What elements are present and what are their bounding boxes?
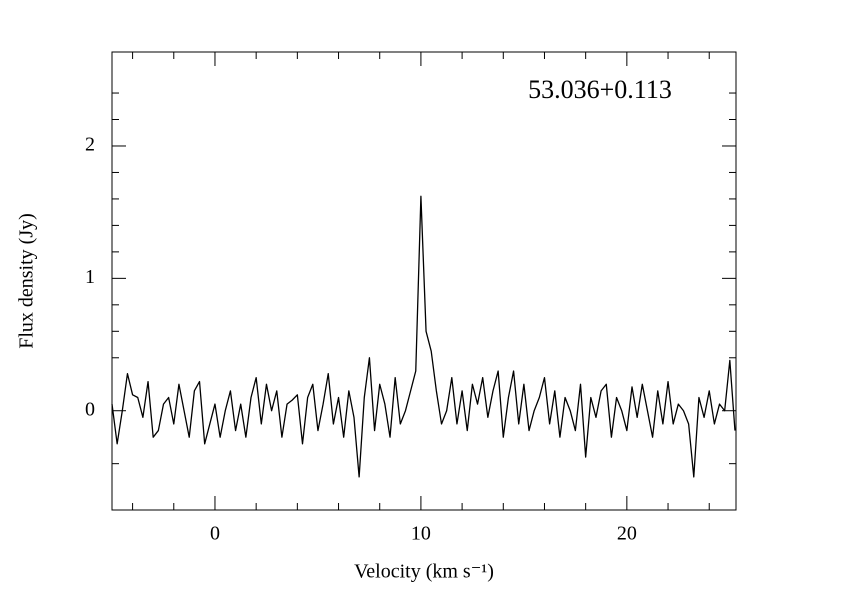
chart-title: 53.036+0.113 <box>528 75 672 104</box>
spectrum-line <box>111 195 736 478</box>
y-tick-label: 1 <box>85 266 95 288</box>
x-tick-label: 20 <box>617 523 637 545</box>
x-tick-label: 0 <box>210 523 220 545</box>
y-tick-label: 2 <box>85 134 95 156</box>
x-axis-label: Velocity (km s⁻¹) <box>354 561 494 583</box>
x-tick-label: 10 <box>411 523 431 545</box>
y-axis-label: Flux density (Jy) <box>16 213 38 349</box>
plot-frame <box>111 51 737 511</box>
y-tick-label: 0 <box>85 398 95 420</box>
